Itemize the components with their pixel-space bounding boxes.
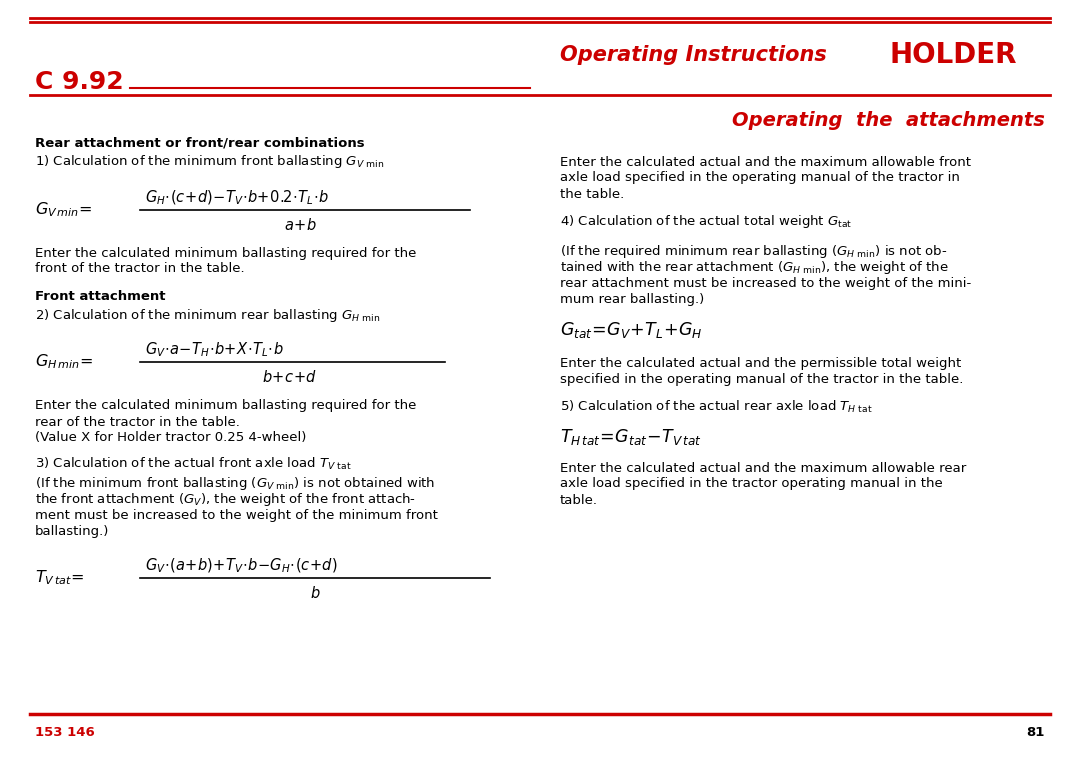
- Text: Enter the calculated minimum ballasting required for the: Enter the calculated minimum ballasting …: [35, 399, 417, 412]
- Text: $G_V\!\cdot\!(a\!+\!b)\!+\!T_V\!\cdot\! b\!-\!G_H\!\cdot\!(c\!+\!d)$: $G_V\!\cdot\!(a\!+\!b)\!+\!T_V\!\cdot\! …: [145, 557, 338, 575]
- Text: axle load specified in the operating manual of the tractor in: axle load specified in the operating man…: [561, 171, 960, 184]
- Text: $G_{V\,\mathregular{min}}\!=\!$: $G_{V\,\mathregular{min}}\!=\!$: [35, 200, 93, 219]
- Text: Front attachment: Front attachment: [35, 290, 165, 303]
- Text: axle load specified in the tractor operating manual in the: axle load specified in the tractor opera…: [561, 478, 943, 491]
- Text: 81: 81: [1027, 725, 1045, 738]
- Text: $T_{V\,\mathregular{tat}}\!=\!$: $T_{V\,\mathregular{tat}}\!=\!$: [35, 568, 84, 588]
- Text: $a\!+\!b$: $a\!+\!b$: [284, 217, 316, 233]
- Text: 4) Calculation of the actual total weight $G_{\mathregular{tat}}$: 4) Calculation of the actual total weigh…: [561, 213, 852, 230]
- Text: table.: table.: [561, 494, 598, 507]
- Text: $b\!+\!c\!+\!d$: $b\!+\!c\!+\!d$: [262, 369, 318, 385]
- Text: (If the minimum front ballasting ($G_{V\ \mathregular{min}}$) is not obtained wi: (If the minimum front ballasting ($G_{V\…: [35, 475, 435, 492]
- Text: $G_V\!\cdot\! a\!-\!T_H\!\cdot\! b\!+\!X\!\cdot\! T_L\!\cdot\! b$: $G_V\!\cdot\! a\!-\!T_H\!\cdot\! b\!+\!X…: [145, 341, 284, 360]
- Text: mum rear ballasting.): mum rear ballasting.): [561, 293, 704, 306]
- Text: front of the tractor in the table.: front of the tractor in the table.: [35, 262, 245, 276]
- Text: the front attachment ($G_V$), the weight of the front attach-: the front attachment ($G_V$), the weight…: [35, 491, 416, 508]
- Text: specified in the operating manual of the tractor in the table.: specified in the operating manual of the…: [561, 373, 963, 386]
- Text: HOLDER: HOLDER: [890, 41, 1017, 69]
- Text: $T_{H\,\mathregular{tat}}\!=\!G_{\mathregular{tat}}\!-\!T_{V\,\mathregular{tat}}: $T_{H\,\mathregular{tat}}\!=\!G_{\mathre…: [561, 427, 702, 447]
- Text: Enter the calculated minimum ballasting required for the: Enter the calculated minimum ballasting …: [35, 246, 417, 260]
- Text: $G_H\!\cdot\!(c\!+\!d)\!-\!T_V\!\cdot\! b\!+\!0.2\!\cdot\! T_L\!\cdot\! b$: $G_H\!\cdot\!(c\!+\!d)\!-\!T_V\!\cdot\! …: [145, 189, 329, 207]
- Text: ballasting.): ballasting.): [35, 526, 109, 539]
- Text: Operating  the  attachments: Operating the attachments: [732, 110, 1045, 130]
- Text: Enter the calculated actual and the maximum allowable front: Enter the calculated actual and the maxi…: [561, 155, 971, 168]
- Text: $b$: $b$: [310, 585, 321, 601]
- Text: Operating Instructions: Operating Instructions: [561, 45, 827, 65]
- Text: rear of the tractor in the table.: rear of the tractor in the table.: [35, 415, 240, 428]
- Text: $G_{\mathregular{tat}}\!=\!G_V\!+\!T_L\!+\!G_H$: $G_{\mathregular{tat}}\!=\!G_V\!+\!T_L\!…: [561, 320, 702, 340]
- Text: Rear attachment or front/rear combinations: Rear attachment or front/rear combinatio…: [35, 136, 365, 149]
- Text: $G_{H\,\mathregular{min}}\!=\!$: $G_{H\,\mathregular{min}}\!=\!$: [35, 353, 94, 371]
- Text: the table.: the table.: [561, 187, 624, 200]
- Text: 5) Calculation of the actual rear axle load $T_{H\ \mathregular{tat}}$: 5) Calculation of the actual rear axle l…: [561, 399, 873, 415]
- Text: 153 146: 153 146: [35, 725, 95, 738]
- Text: Enter the calculated actual and the permissible total weight: Enter the calculated actual and the perm…: [561, 357, 961, 370]
- Text: (Value X for Holder tractor 0.25 4-wheel): (Value X for Holder tractor 0.25 4-wheel…: [35, 431, 307, 444]
- Text: (If the required minimum rear ballasting ($G_{H\ \mathregular{min}}$) is not ob-: (If the required minimum rear ballasting…: [561, 244, 947, 261]
- Text: 2) Calculation of the minimum rear ballasting $G_{H\ \mathregular{min}}$: 2) Calculation of the minimum rear balla…: [35, 308, 380, 325]
- Text: 3) Calculation of the actual front axle load $T_{V\ \mathregular{tat}}$: 3) Calculation of the actual front axle …: [35, 456, 352, 472]
- Text: Enter the calculated actual and the maximum allowable rear: Enter the calculated actual and the maxi…: [561, 462, 967, 475]
- Text: tained with the rear attachment ($G_{H\ \mathregular{min}}$), the weight of the: tained with the rear attachment ($G_{H\ …: [561, 260, 948, 277]
- Text: ment must be increased to the weight of the minimum front: ment must be increased to the weight of …: [35, 510, 437, 523]
- Text: 1) Calculation of the minimum front ballasting $G_{V\ \mathregular{min}}$: 1) Calculation of the minimum front ball…: [35, 153, 384, 171]
- Text: rear attachment must be increased to the weight of the mini-: rear attachment must be increased to the…: [561, 277, 971, 290]
- Text: C 9.92: C 9.92: [35, 70, 123, 94]
